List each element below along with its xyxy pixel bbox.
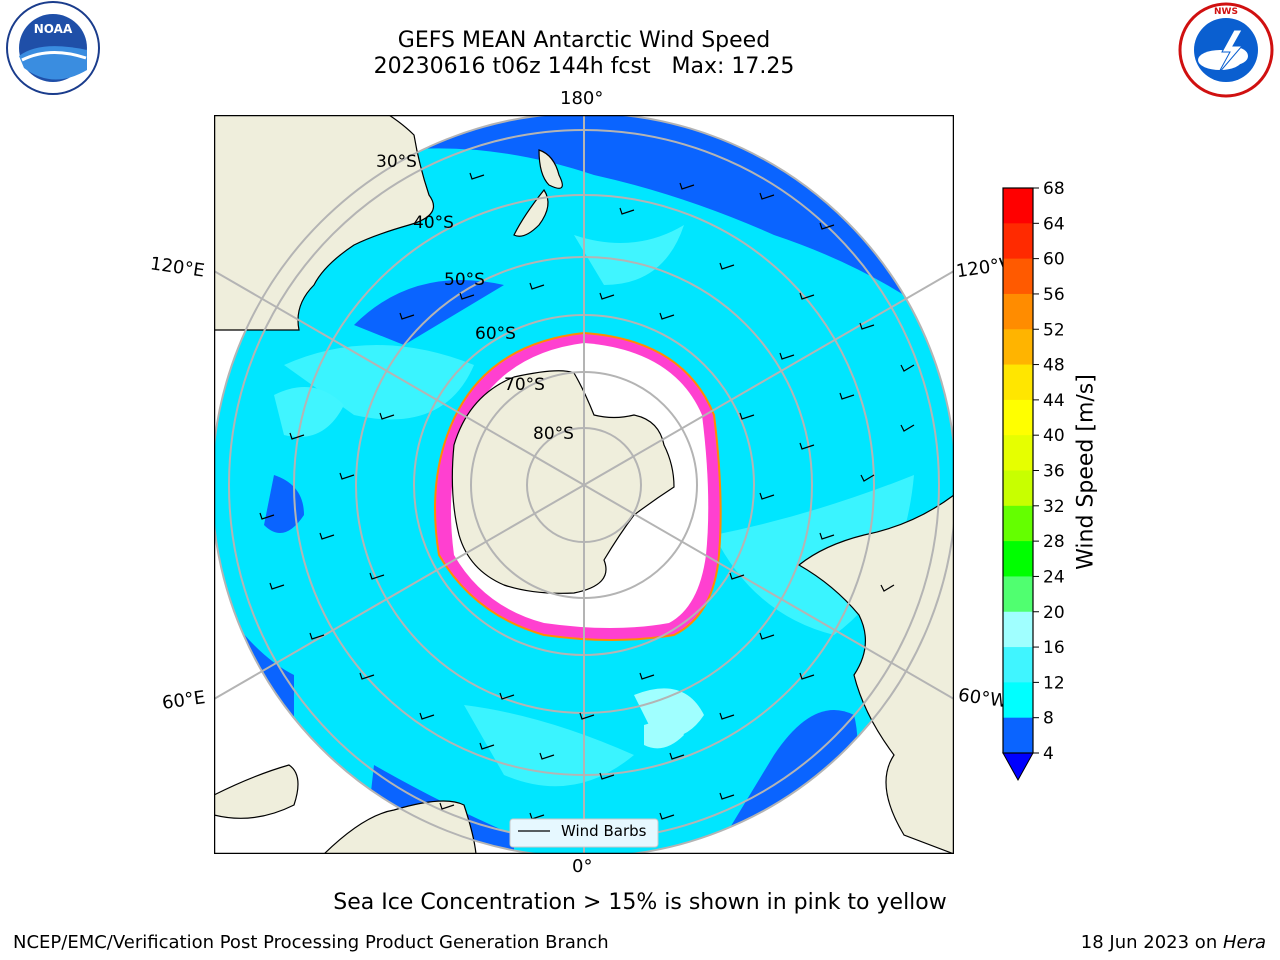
land-new-zealand <box>538 149 563 189</box>
noaa-logo: NOAA <box>6 1 100 95</box>
lat-label-50s: 50°S <box>444 270 485 290</box>
colorbar-segment <box>1003 717 1033 754</box>
colorbar-tick-label: 52 <box>1043 320 1065 340</box>
colorbar-tick-label: 60 <box>1043 250 1065 270</box>
legend-label: Wind Barbs <box>561 822 647 840</box>
sea-ice-note: Sea Ice Concentration > 15% is shown in … <box>333 890 947 915</box>
colorbar-tick-label: 36 <box>1043 462 1065 482</box>
colorbar-segment <box>1003 329 1033 366</box>
footer-machine: Hera <box>1222 932 1266 953</box>
colorbar-extend-min <box>1002 752 1034 782</box>
colorbar-tick-label: 12 <box>1043 673 1065 693</box>
land-australia <box>214 115 434 331</box>
graticule <box>214 115 954 854</box>
colorbar-tick-label: 24 <box>1043 567 1065 587</box>
colorbar-segment <box>1003 188 1033 224</box>
nws-logo: NWS <box>1178 2 1274 98</box>
colorbar-segment <box>1003 293 1033 330</box>
colorbar-tick-label: 16 <box>1043 638 1065 658</box>
colorbar-tick-label: 64 <box>1043 214 1065 234</box>
colorbar-segment <box>1003 470 1033 507</box>
land-africa <box>323 800 477 854</box>
chart-subtitle: 20230616 t06z 144h fcst Max: 17.25 <box>373 54 795 79</box>
colorbar-segment <box>1003 223 1033 260</box>
colorbar-tick-label: 56 <box>1043 285 1065 305</box>
lat-label-80s: 80°S <box>533 424 574 444</box>
colorbar-tick-label: 20 <box>1043 603 1065 623</box>
map-border <box>214 115 954 854</box>
colorbar-segment <box>1003 505 1033 542</box>
colorbar-segment <box>1003 258 1033 295</box>
colorbar: 68 64 60 56 52 48 44 40 36 32 28 24 20 16 12 8 4 <box>1002 180 1065 782</box>
footer-date: 18 Jun 2023 on Hera <box>1081 932 1266 953</box>
land-madagascar <box>214 764 299 819</box>
colorbar-tick-label: 32 <box>1043 497 1065 517</box>
lon-label-bottom: 0° <box>572 856 593 877</box>
lon-label-upper-left: 120°E <box>148 253 206 282</box>
nws-logo-text: NWS <box>1214 7 1238 17</box>
map-frame <box>214 115 954 854</box>
chart-title: GEFS MEAN Antarctic Wind Speed <box>397 28 771 53</box>
lat-label-60s: 60°S <box>475 324 516 344</box>
noaa-logo-text: NOAA <box>34 22 73 36</box>
lat-label-70s: 70°S <box>504 375 545 395</box>
colorbar-tick-label: 48 <box>1043 356 1065 376</box>
land-south-america <box>797 494 954 854</box>
footer-branch: NCEP/EMC/Verification Post Processing Pr… <box>13 932 609 953</box>
colorbar-tick-label: 44 <box>1043 391 1065 411</box>
colorbar-segment <box>1003 435 1033 471</box>
colorbar-tick-label: 28 <box>1043 532 1065 552</box>
colorbar-segment <box>1003 611 1033 648</box>
colorbar-segment <box>1003 576 1033 613</box>
colorbar-segment <box>1003 647 1033 683</box>
colorbar-tick-label: 40 <box>1043 426 1065 446</box>
colorbar-tick-label: 4 <box>1043 744 1054 764</box>
colorbar-label: Wind Speed [m/s] <box>1073 374 1099 570</box>
legend-box <box>509 818 659 848</box>
colorbar-tick-label: 68 <box>1043 180 1065 199</box>
colorbar-segment <box>1003 682 1033 719</box>
lon-label-lower-left: 60°E <box>160 687 207 714</box>
footer-date-text: 18 Jun 2023 on <box>1080 932 1223 953</box>
colorbar-tick-label: 8 <box>1043 709 1054 729</box>
colorbar-segment <box>1003 364 1033 401</box>
lat-label-30s: 30°S <box>376 152 417 172</box>
colorbar-segment <box>1003 399 1033 436</box>
lat-label-40s: 40°S <box>413 213 454 233</box>
lon-label-top: 180° <box>560 88 604 109</box>
colorbar-segment <box>1003 541 1033 577</box>
